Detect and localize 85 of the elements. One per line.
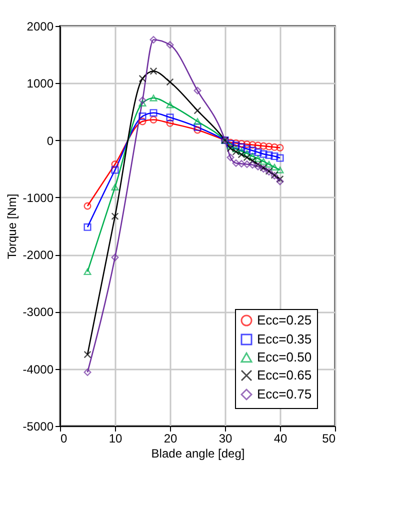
point [194, 86, 202, 94]
point [111, 160, 119, 168]
point [243, 160, 251, 168]
point [194, 118, 202, 125]
point [276, 166, 284, 174]
point [194, 126, 202, 134]
point [138, 118, 146, 126]
point [276, 175, 284, 183]
y-tick-label: 2000 [26, 20, 54, 34]
y-tick-label: -3000 [22, 305, 54, 320]
point [150, 94, 158, 102]
x-tick-label: 10 [108, 432, 122, 446]
point [226, 154, 234, 162]
point [232, 142, 240, 150]
point [166, 114, 174, 122]
x-tick-label: 30 [218, 432, 232, 446]
legend-label: Ecc=0.75 [257, 386, 312, 402]
x-axis-title: Blade angle [deg] [151, 446, 245, 460]
y-tick-label: -4000 [22, 362, 54, 376]
y-tick-label: 0 [46, 134, 54, 148]
point [260, 158, 268, 165]
point [138, 96, 146, 104]
x-tick-label: 20 [164, 432, 178, 446]
point [166, 102, 174, 108]
point [150, 116, 158, 124]
legend-label: Ecc=0.25 [257, 312, 312, 328]
point [226, 142, 234, 150]
point [276, 154, 284, 162]
point [111, 212, 119, 220]
point [166, 119, 174, 127]
point [248, 146, 256, 154]
point [260, 142, 268, 150]
point [232, 159, 240, 167]
point [243, 150, 251, 157]
point [254, 148, 262, 156]
x-tick-label: 40 [274, 432, 288, 446]
point [265, 160, 273, 168]
point [265, 142, 273, 150]
point [276, 178, 284, 186]
point [138, 74, 146, 82]
point [84, 223, 92, 231]
point [166, 78, 174, 86]
point [248, 161, 256, 169]
point [254, 142, 262, 150]
y-tick-label: -5000 [22, 420, 54, 434]
point [111, 166, 119, 174]
legend-label: Ecc=0.50 [257, 350, 312, 364]
legend-label: Ecc=0.65 [257, 368, 312, 382]
point [254, 160, 262, 168]
point [111, 254, 119, 262]
point [84, 268, 92, 276]
point [248, 141, 256, 149]
point [248, 152, 256, 160]
point [243, 140, 251, 148]
x-tick-label: 0 [60, 432, 68, 446]
point [238, 140, 246, 148]
point [254, 155, 262, 162]
point [270, 164, 278, 170]
point [84, 368, 92, 376]
point [138, 112, 146, 120]
point [166, 41, 174, 49]
point [270, 152, 278, 160]
point [265, 151, 273, 159]
point [150, 67, 158, 75]
point [84, 350, 92, 358]
point [248, 157, 256, 165]
point [238, 160, 246, 168]
point [226, 144, 234, 152]
point [138, 100, 146, 106]
legend-label: Ecc=0.35 [257, 332, 312, 346]
y-axis-title: Torque [Nm] [4, 194, 19, 260]
point [111, 184, 119, 190]
y-tick-label: 1000 [26, 76, 54, 91]
point [260, 150, 268, 158]
point [150, 36, 158, 44]
point [194, 123, 202, 131]
point [238, 143, 246, 151]
y-tick-label: -1000 [22, 190, 54, 205]
point [232, 146, 240, 152]
point [238, 148, 246, 154]
point [194, 106, 202, 114]
x-tick-label: 50 [322, 432, 336, 446]
y-tick-label: -2000 [22, 248, 54, 262]
point [243, 145, 251, 153]
point [150, 109, 158, 117]
